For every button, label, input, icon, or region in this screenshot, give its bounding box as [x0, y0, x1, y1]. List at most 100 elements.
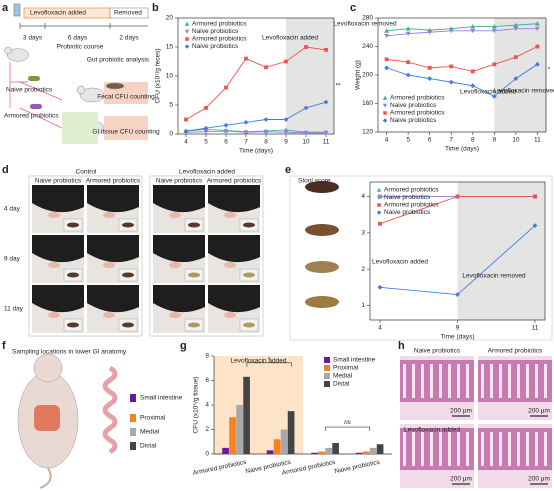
mucosa — [400, 428, 474, 470]
x-tick-label: Naive probiotics — [334, 459, 381, 476]
y-axis-label: Weight (g) — [355, 60, 362, 90]
annotation: Levofloxacin added — [230, 358, 286, 365]
label: 11 day — [4, 306, 24, 313]
label: Sampling locations in lower GI anatomy — [12, 349, 127, 356]
series-line — [185, 46, 327, 120]
crypt — [526, 364, 529, 398]
annotation: Levofloxacin removed — [493, 88, 554, 95]
crypt — [535, 364, 538, 398]
panel-label: d — [2, 164, 9, 176]
marker — [243, 130, 249, 135]
fur — [87, 285, 139, 313]
legend-swatch — [324, 373, 330, 379]
y-axis-label: CFU (x10⁵/g tissue) — [193, 377, 200, 434]
crypt — [448, 432, 451, 466]
y-tick-label: 8 — [205, 353, 209, 360]
tail — [48, 262, 60, 268]
marker — [384, 28, 390, 33]
label: Armored probiotics — [207, 178, 262, 185]
mucosa — [478, 360, 552, 402]
marker — [455, 194, 460, 199]
legend-marker — [376, 195, 382, 200]
label: 200 μm — [528, 476, 550, 483]
marker — [405, 72, 411, 78]
x-tick-label: 8 — [264, 139, 268, 146]
crypt — [421, 432, 424, 466]
bar — [222, 447, 229, 454]
marker — [470, 24, 476, 29]
photo-frame — [28, 175, 143, 337]
feces — [122, 272, 134, 278]
legend-marker — [376, 210, 382, 215]
panel-label: c — [350, 2, 356, 14]
marker — [384, 57, 389, 62]
fur — [153, 235, 205, 263]
y-tick-label: 5 — [169, 102, 173, 109]
marker — [427, 65, 432, 70]
stool-icon — [305, 261, 339, 273]
bar — [362, 451, 370, 454]
legend-label: Armored probiotics — [192, 36, 247, 43]
label: Naive probiotics — [6, 87, 53, 94]
y-tick-label: 3 — [361, 230, 365, 237]
y-tick-label: 120 — [362, 129, 373, 136]
label: Removed — [114, 10, 142, 17]
marker — [533, 194, 537, 199]
label: Levofloxacin added — [404, 427, 460, 434]
legend-marker — [184, 29, 190, 34]
bar — [236, 405, 243, 454]
crypt — [412, 364, 415, 398]
annotation: Levofloxacin added — [460, 89, 516, 96]
label: Naive probiotics — [156, 178, 203, 185]
marker — [491, 24, 497, 29]
feces — [188, 272, 200, 278]
label: Distal — [140, 443, 157, 450]
bar — [318, 451, 325, 454]
marker — [491, 28, 497, 34]
mouse-body — [6, 48, 30, 62]
significance: ** — [335, 83, 341, 90]
legend-label: Armored probiotics — [390, 110, 445, 117]
crypt — [508, 364, 511, 398]
label: Small intestine — [140, 395, 183, 402]
x-tick-label: 5 — [204, 139, 208, 146]
marker — [470, 69, 475, 74]
x-axis-label: Time (days) — [239, 148, 273, 155]
annotation: ns — [344, 419, 352, 426]
label: 9 day — [4, 256, 21, 263]
legend-marker — [377, 203, 381, 207]
crypt — [403, 432, 406, 466]
x-tick-label: 10 — [302, 139, 310, 146]
method-box — [62, 112, 98, 144]
panel-label: b — [152, 2, 159, 14]
tail — [103, 312, 115, 318]
marker — [283, 117, 289, 122]
label: 200 μm — [450, 476, 472, 483]
bar — [369, 447, 377, 454]
bracket — [9, 62, 63, 129]
crypt — [544, 364, 547, 398]
marker — [203, 125, 209, 131]
x-axis-label: Time (days) — [445, 146, 479, 153]
label: 6 days — [68, 35, 88, 42]
bar — [355, 452, 363, 454]
x-tick-label: 7 — [244, 139, 248, 146]
marker — [455, 292, 460, 297]
feces — [243, 222, 255, 228]
method-box — [104, 116, 148, 140]
marker — [378, 221, 382, 226]
legend-label: Armored probiotics — [384, 187, 439, 194]
crypt — [439, 432, 442, 466]
series-line — [386, 28, 538, 37]
marker — [470, 28, 476, 34]
legend-label: Small intestine — [333, 357, 376, 364]
label: 4 day — [4, 206, 21, 213]
marker — [377, 284, 383, 290]
shaded-region — [494, 18, 546, 132]
stool-icon — [305, 224, 339, 236]
tail — [169, 312, 181, 318]
legend-marker — [382, 95, 388, 100]
bar — [332, 442, 339, 454]
x-tick-label: 9 — [284, 139, 288, 146]
